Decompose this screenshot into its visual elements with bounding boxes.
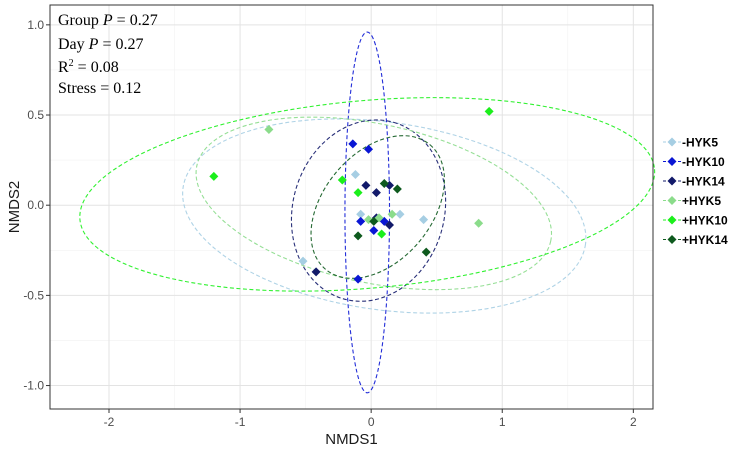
- ellipse-plusminus-hyk5: [195, 116, 553, 291]
- point-minus-hyk5: [298, 256, 308, 266]
- point-plusminus-hyk10: [353, 188, 363, 198]
- grid: [50, 5, 653, 409]
- legend-marker-plusminus-hyk5: [667, 196, 677, 205]
- legend-item-minus-hyk5: -HYK5: [663, 136, 718, 150]
- stats-r2-value: = 0.08: [74, 59, 119, 76]
- y-tick-label: 0.5: [27, 108, 44, 122]
- point-minus-hyk10: [369, 225, 379, 235]
- legend-label-plusminus-hyk14: +HYK14: [682, 233, 728, 247]
- stats-r2-base: R: [58, 59, 69, 76]
- point-minus-hyk10: [353, 274, 363, 284]
- legend-item-minus-hyk14: -HYK14: [663, 175, 725, 189]
- ellipse-minus-hyk14: [290, 119, 447, 302]
- y-tick-label: -1.0: [23, 379, 44, 393]
- legend-label-plusminus-hyk5: +HYK5: [682, 194, 721, 208]
- point-minus-hyk5: [395, 209, 405, 219]
- legend-label-minus-hyk5: -HYK5: [682, 136, 718, 150]
- legend-label-minus-hyk10: -HYK10: [682, 155, 725, 169]
- stats-day-p-value: = 0.27: [98, 36, 143, 53]
- y-axis-title: NMDS2: [6, 181, 23, 234]
- point-plusminus-hyk10: [484, 106, 494, 116]
- stats-day-p-symbol: P: [88, 36, 99, 53]
- point-plusminus-hyk5: [264, 124, 274, 134]
- stats-stress-line: Stress = 0.12: [58, 80, 141, 97]
- plot-border: [49, 4, 654, 410]
- point-minus-hyk5: [419, 215, 429, 225]
- point-plusminus-hyk14: [379, 179, 389, 189]
- point-minus-hyk14: [311, 267, 321, 277]
- point-plusminus-hyk10: [377, 229, 387, 239]
- stats-group-p-value: = 0.27: [113, 12, 158, 29]
- point-minus-hyk5: [356, 209, 366, 219]
- ellipse-plusminus-hyk14: [310, 135, 445, 279]
- point-plusminus-hyk14: [421, 247, 431, 257]
- legend-item-plusminus-hyk10: +HYK10: [663, 214, 728, 228]
- point-minus-hyk5: [350, 170, 360, 180]
- y-tick-label: 0.0: [27, 198, 44, 212]
- point-minus-hyk10: [348, 139, 358, 149]
- stats-day-prefix: Day: [58, 36, 89, 53]
- point-minus-hyk14: [385, 220, 395, 230]
- legend-item-plusminus-hyk5: +HYK5: [663, 194, 721, 208]
- x-tick-label: 0: [368, 415, 375, 429]
- point-plusminus-hyk5: [387, 209, 397, 219]
- legend-label-plusminus-hyk10: +HYK10: [682, 214, 728, 228]
- stats-r2-line: R2 = 0.08: [58, 58, 119, 76]
- point-minus-hyk10: [356, 216, 366, 226]
- y-tick-label: 1.0: [27, 18, 44, 32]
- legend-marker-minus-hyk10: [667, 157, 677, 166]
- point-minus-hyk10: [364, 144, 374, 154]
- point-plusminus-hyk5: [474, 218, 484, 228]
- stats-group-prefix: Group: [58, 12, 103, 29]
- point-minus-hyk14: [361, 180, 371, 190]
- x-tick-label: -2: [104, 415, 115, 429]
- point-minus-hyk14: [371, 188, 381, 198]
- stats-r2-exp: 2: [69, 58, 74, 69]
- stats-annotation: Group P = 0.27 Day P = 0.27 R2 = 0.08 St…: [58, 12, 158, 97]
- legend-marker-plusminus-hyk14: [667, 235, 677, 244]
- point-plusminus-hyk14: [353, 231, 363, 241]
- legend-marker-plusminus-hyk10: [667, 215, 677, 225]
- x-axis-title: NMDS1: [325, 431, 378, 448]
- point-plusminus-hyk14: [392, 184, 402, 194]
- legend-label-minus-hyk14: -HYK14: [682, 175, 725, 189]
- plot-panel: [50, 5, 653, 409]
- point-plusminus-hyk10: [337, 175, 347, 185]
- data-points: [209, 106, 494, 284]
- stats-day-line: Day P = 0.27: [58, 36, 143, 53]
- stats-group-p-symbol: P: [102, 12, 113, 29]
- legend: -HYK5 -HYK10 -HYK14 +HYK5 +HYK10 +HYK14: [663, 136, 728, 247]
- x-tick-label: 1: [499, 415, 506, 429]
- legend-marker-minus-hyk5: [667, 137, 677, 147]
- confidence-ellipses: [79, 31, 656, 394]
- legend-item-minus-hyk10: -HYK10: [663, 155, 725, 169]
- y-tick-label: -0.5: [23, 288, 44, 302]
- x-tick-label: 2: [630, 415, 637, 429]
- axis-ticks: -2 -1 0 1 2 -1.0 -0.5 0.0 0.5 1.0: [23, 18, 637, 429]
- point-plusminus-hyk14: [369, 216, 379, 226]
- point-plusminus-hyk10: [209, 171, 219, 181]
- x-tick-label: -1: [235, 415, 246, 429]
- stats-group-line: Group P = 0.27: [58, 12, 158, 29]
- legend-item-plusminus-hyk14: +HYK14: [663, 233, 728, 247]
- legend-marker-minus-hyk14: [667, 176, 677, 186]
